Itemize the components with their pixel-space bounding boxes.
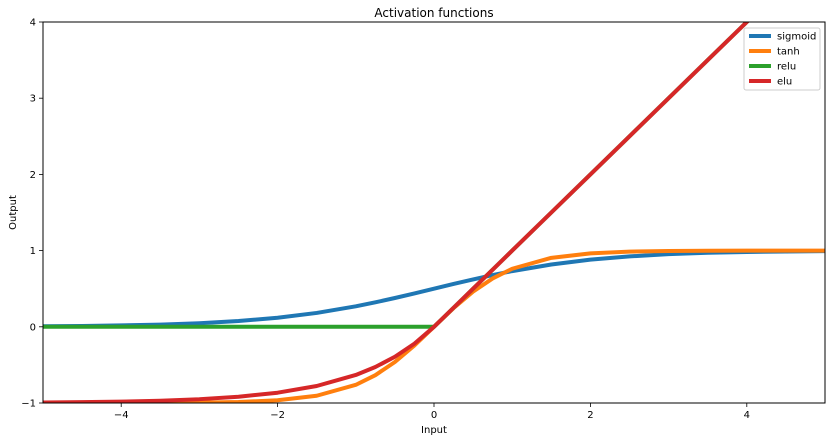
plot-frame [42, 21, 826, 404]
x-tick-label: −4 [114, 410, 129, 421]
ticks-layer: −4 −2 0 2 4 −1 0 1 2 3 4 [21, 18, 750, 422]
x-tick-label: 0 [431, 410, 437, 421]
legend-label-sigmoid: sigmoid [777, 32, 816, 43]
elu-line [43, 22, 750, 403]
y-tick-label: 3 [30, 94, 36, 105]
y-axis-title: Output [8, 195, 19, 230]
y-tick-label: 4 [30, 18, 36, 29]
x-axis-title: Input [421, 425, 447, 436]
plot-area [43, 22, 825, 403]
legend-label-tanh: tanh [777, 47, 800, 58]
legend-box [743, 27, 821, 91]
sigmoid-line [43, 249, 825, 329]
legend-label-elu: elu [777, 77, 792, 88]
y-tick-label: 2 [30, 170, 36, 181]
chart-title: Activation functions [374, 6, 493, 20]
x-tick-label: 2 [587, 410, 593, 421]
legend-label-relu: relu [777, 62, 796, 73]
x-tick-label: −2 [270, 410, 285, 421]
legend: sigmoid tanh relu elu [743, 27, 821, 91]
x-tick-label: 4 [744, 410, 750, 421]
y-tick-label: 1 [30, 246, 36, 257]
y-tick-label: −1 [21, 399, 36, 410]
y-tick-label: 0 [30, 322, 36, 333]
